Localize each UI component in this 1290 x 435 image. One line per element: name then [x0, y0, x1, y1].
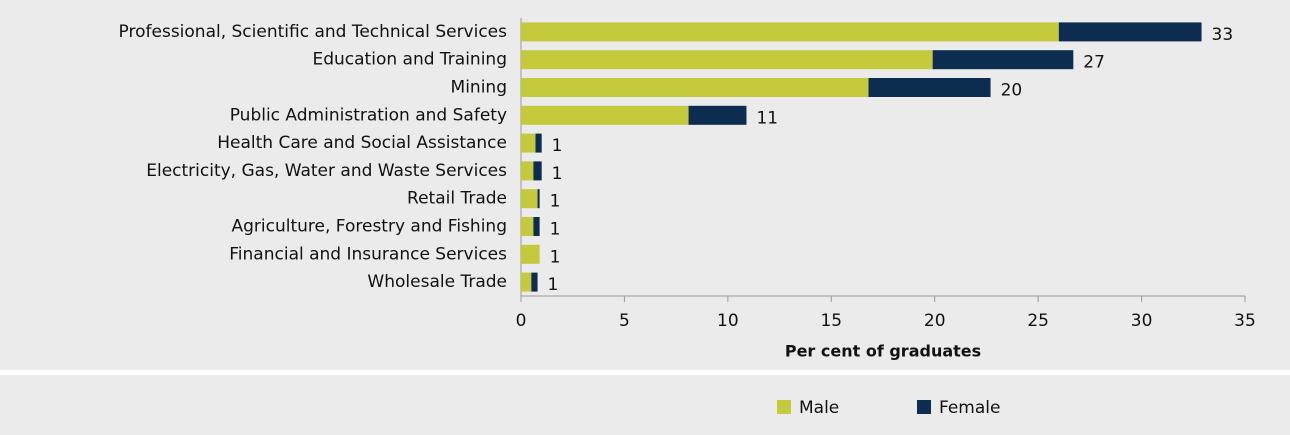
x-tick-label: 20: [924, 311, 946, 331]
bar-segment: [537, 189, 540, 209]
category-label: Electricity, Gas, Water and Waste Servic…: [146, 161, 507, 181]
category-label: Wholesale Trade: [367, 272, 507, 292]
bar-segment: [521, 244, 540, 264]
total-label: 27: [1083, 53, 1105, 73]
category-label: Professional, Scientific and Technical S…: [119, 22, 508, 42]
bar-segment: [521, 161, 534, 181]
bar-segment: [688, 105, 747, 125]
x-axis-title: Per cent of graduates: [785, 342, 981, 361]
bar-segment: [533, 217, 540, 236]
legend-background: [0, 375, 1290, 435]
bar-segment: [521, 50, 933, 70]
category-label: Mining: [451, 78, 507, 98]
x-tick-label: 15: [820, 311, 842, 331]
total-label: 20: [1001, 81, 1023, 101]
bar-segment: [868, 78, 991, 97]
bar-segment: [521, 133, 536, 153]
total-label: 1: [552, 164, 563, 184]
bar-segment: [521, 105, 689, 125]
total-label: 1: [550, 192, 561, 212]
bar-segment: [521, 78, 869, 97]
legend-label: Male: [799, 398, 839, 418]
category-label: Health Care and Social Assistance: [217, 133, 507, 153]
bar-segment: [521, 22, 1059, 42]
x-tick-label: 0: [516, 311, 527, 331]
bar-segment: [533, 161, 542, 181]
bar-segment: [521, 272, 532, 292]
bar-segment: [932, 50, 1074, 70]
bar-segment: [1058, 22, 1202, 42]
x-tick-label: 35: [1234, 311, 1256, 331]
category-label: Financial and Insurance Services: [229, 244, 507, 264]
total-label: 1: [552, 136, 563, 156]
bar-segment: [521, 189, 538, 209]
bar-segment: [521, 217, 534, 236]
total-label: 1: [550, 220, 561, 240]
bar-segment: [535, 133, 542, 153]
bar-segment: [531, 272, 538, 292]
category-label: Education and Training: [312, 50, 507, 70]
total-label: 33: [1212, 25, 1234, 45]
total-label: 11: [756, 108, 778, 128]
legend-swatch: [917, 400, 931, 414]
x-tick-label: 30: [1131, 311, 1153, 331]
legend-label: Female: [939, 398, 1000, 418]
x-tick-label: 25: [1027, 311, 1049, 331]
legend-swatch: [777, 400, 791, 414]
x-tick-label: 5: [619, 311, 630, 331]
category-label: Retail Trade: [407, 189, 507, 209]
category-label: Agriculture, Forestry and Fishing: [232, 217, 508, 237]
total-label: 1: [548, 275, 559, 295]
category-label: Public Administration and Safety: [230, 105, 507, 125]
total-label: 1: [550, 247, 561, 267]
x-tick-label: 10: [717, 311, 739, 331]
